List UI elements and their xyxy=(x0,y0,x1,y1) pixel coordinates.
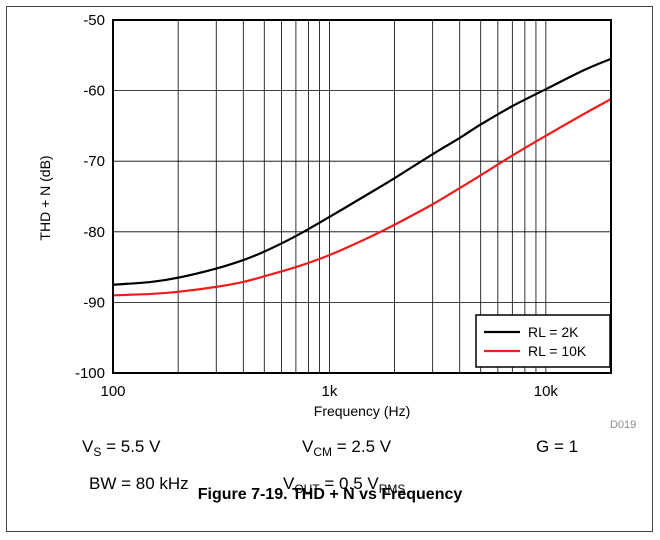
common-mode-voltage-condition: VCM = 2.5 V xyxy=(302,437,392,459)
series-line-rl-2k xyxy=(112,57,612,286)
series-layer xyxy=(112,57,612,297)
legend: RL = 2K RL = 10K xyxy=(475,314,611,368)
bandwidth-condition: BW = 80 kHz xyxy=(89,474,189,493)
legend-box xyxy=(475,314,611,368)
legend-label-rl-10k: RL = 10K xyxy=(528,343,587,359)
document-id: D019 xyxy=(610,419,636,431)
y-tick-label: -90 xyxy=(83,294,105,311)
y-tick-label: -60 xyxy=(83,83,105,100)
thd-n-chart: 100 1k 10k -50 -60 -70 -80 -90 -100 Frequency (H… xyxy=(37,12,636,431)
x-tick-label: 1k xyxy=(322,383,338,400)
legend-label-rl-2k: RL = 2K xyxy=(528,324,579,340)
y-tick-label: -50 xyxy=(83,12,105,29)
supply-voltage-condition: VS = 5.5 V xyxy=(82,437,161,459)
grid-layer xyxy=(113,20,611,373)
y-tick-label: -100 xyxy=(75,365,105,382)
y-axis-title: THD + N (dB) xyxy=(37,155,53,240)
output-voltage-condition: VOUT = 0.5 VRMS xyxy=(283,474,406,496)
plot-area-border xyxy=(112,19,612,374)
tick-label-layer: 100 1k 10k -50 -60 -70 -80 -90 -100 xyxy=(75,12,558,400)
series-line-rl-10k xyxy=(112,98,612,297)
y-tick-label: -80 xyxy=(83,224,105,241)
x-axis-title: Frequency (Hz) xyxy=(314,403,410,419)
y-tick-label: -70 xyxy=(83,153,105,170)
x-tick-label: 10k xyxy=(534,383,559,400)
figure-caption: Figure 7-19. THD + N vs Frequency xyxy=(197,486,463,503)
gain-condition: G = 1 xyxy=(536,437,579,456)
x-tick-label: 100 xyxy=(100,383,125,400)
